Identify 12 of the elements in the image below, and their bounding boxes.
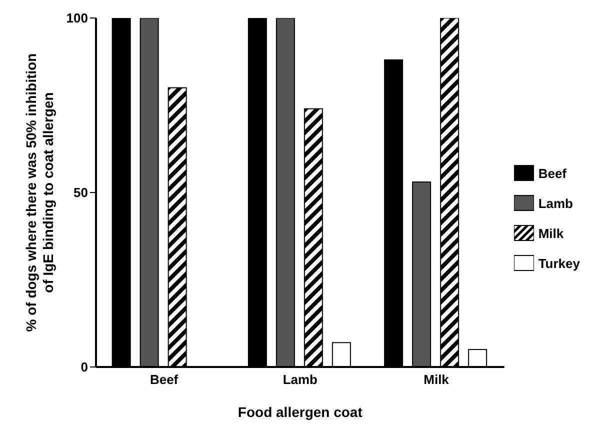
x-tick-label: Milk bbox=[424, 372, 450, 388]
legend-label: Lamb bbox=[538, 196, 573, 210]
x-tick-label: Lamb bbox=[282, 372, 318, 388]
x-axis-title: Food allergen coat bbox=[238, 404, 363, 420]
x-tick-label: Beef bbox=[150, 372, 179, 388]
legend-label: Beef bbox=[538, 166, 567, 180]
legend-label: Milk bbox=[538, 226, 564, 240]
y-tick-label: 50 bbox=[74, 185, 88, 200]
y-tick-label: 0 bbox=[80, 360, 88, 375]
y-tick-label: 100 bbox=[66, 10, 88, 26]
y-axis-title: % of dogs where there was 50% inhibition of IgE binding to coat allergen bbox=[23, 53, 56, 332]
legend-label: Turkey bbox=[538, 256, 580, 270]
